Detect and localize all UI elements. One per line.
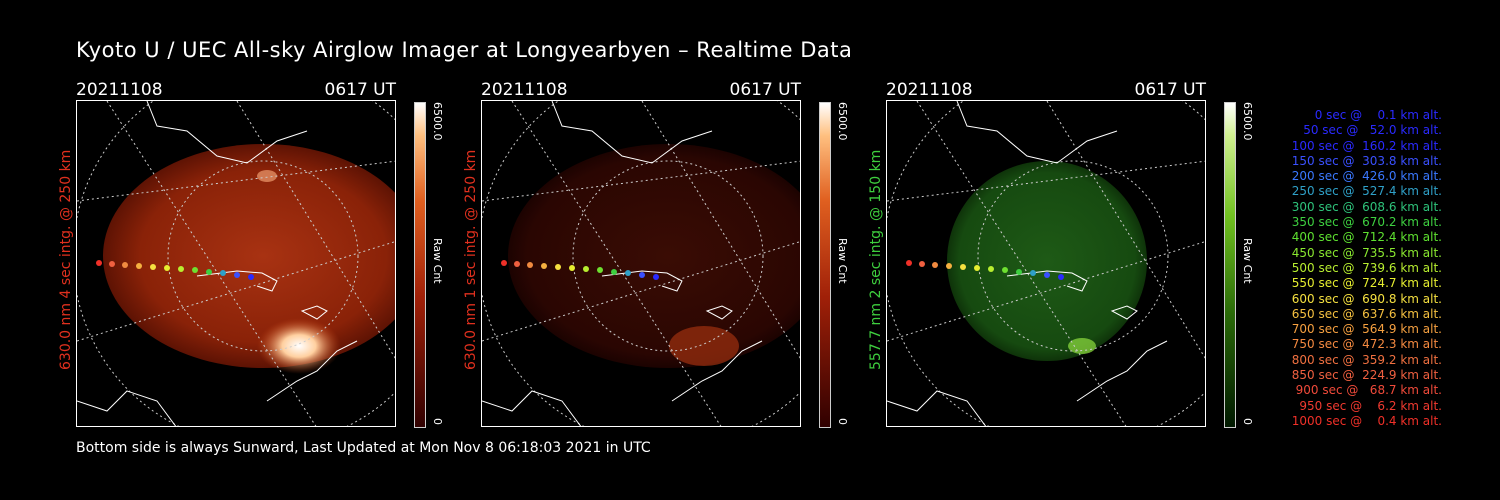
panel-time: 0617 UT — [1134, 80, 1207, 100]
legend-item: 550 sec @ 724.7 km alt. — [1291, 276, 1442, 291]
legend-item: 350 sec @ 670.2 km alt. — [1291, 215, 1442, 230]
legend-item: 500 sec @ 739.6 km alt. — [1291, 260, 1442, 275]
trajectory-legend: 0 sec @ 0.1 km alt. 50 sec @ 52.0 km alt… — [1292, 108, 1442, 429]
page-title: Kyoto U / UEC All-sky Airglow Imager at … — [76, 38, 853, 62]
legend-item: 450 sec @ 735.5 km alt. — [1291, 245, 1442, 260]
legend-item: 850 sec @ 224.9 km alt. — [1291, 368, 1442, 383]
legend-item: 300 sec @ 608.6 km alt. — [1291, 199, 1442, 214]
legend-item: 150 sec @ 303.8 km alt. — [1291, 153, 1442, 168]
allsky-svg — [77, 101, 395, 426]
legend-item: 50 sec @ 52.0 km alt. — [1303, 123, 1442, 138]
colorbar-unit: Raw Cnt — [836, 238, 849, 284]
panel-date: 20211108 — [481, 80, 568, 100]
legend-item: 100 sec @ 160.2 km alt. — [1291, 138, 1442, 153]
legend-item: 950 sec @ 6.2 km alt. — [1299, 398, 1442, 413]
legend-item: 400 sec @ 712.4 km alt. — [1291, 230, 1442, 245]
legend-item: 650 sec @ 637.6 km alt. — [1291, 306, 1442, 321]
colorbar-unit: Raw Cnt — [431, 238, 444, 284]
legend-item: 0 sec @ 0.1 km alt. — [1314, 108, 1442, 122]
colorbar-min: 0 — [1241, 418, 1254, 425]
legend-item: 600 sec @ 690.8 km alt. — [1291, 291, 1442, 306]
panel-ylabel: 557.7 nm 2 sec intg. @ 150 km — [868, 149, 884, 370]
legend-item: 900 sec @ 68.7 km alt. — [1295, 383, 1442, 398]
panel-time: 0617 UT — [729, 80, 802, 100]
colorbar — [1224, 102, 1236, 428]
allsky-image — [886, 100, 1206, 427]
auroral-spot — [257, 318, 341, 374]
colorbar-max: 6500.0 — [431, 102, 444, 141]
allsky-svg — [482, 101, 800, 426]
colorbar-max: 6500.0 — [836, 102, 849, 141]
trajectory — [906, 260, 1064, 280]
colorbar-min: 0 — [431, 418, 444, 425]
legend-item: 700 sec @ 564.9 km alt. — [1291, 322, 1442, 337]
panel-date: 20211108 — [76, 80, 163, 100]
panel-date: 20211108 — [886, 80, 973, 100]
legend-item: 800 sec @ 359.2 km alt. — [1291, 352, 1442, 367]
sky-disk — [103, 144, 395, 368]
colorbar — [819, 102, 831, 428]
footer-note: Bottom side is always Sunward, Last Upda… — [76, 440, 651, 456]
allsky-image — [76, 100, 396, 427]
panel-ylabel: 630.0 nm 4 sec intg. @ 250 km — [58, 149, 74, 370]
trajectory — [96, 260, 254, 280]
allsky-svg — [887, 101, 1205, 426]
legend-item: 250 sec @ 527.4 km alt. — [1291, 184, 1442, 199]
colorbar-min: 0 — [836, 418, 849, 425]
colorbar — [414, 102, 426, 428]
legend-item: 1000 sec @ 0.4 km alt. — [1291, 413, 1442, 428]
colorbar-unit: Raw Cnt — [1241, 238, 1254, 284]
allsky-image — [481, 100, 801, 427]
panel-ylabel: 630.0 nm 1 sec intg. @ 250 km — [463, 149, 479, 370]
legend-item: 200 sec @ 426.0 km alt. — [1291, 169, 1442, 184]
trajectory — [501, 260, 659, 280]
panel-time: 0617 UT — [324, 80, 397, 100]
legend-item: 750 sec @ 472.3 km alt. — [1291, 337, 1442, 352]
colorbar-max: 6500.0 — [1241, 102, 1254, 141]
